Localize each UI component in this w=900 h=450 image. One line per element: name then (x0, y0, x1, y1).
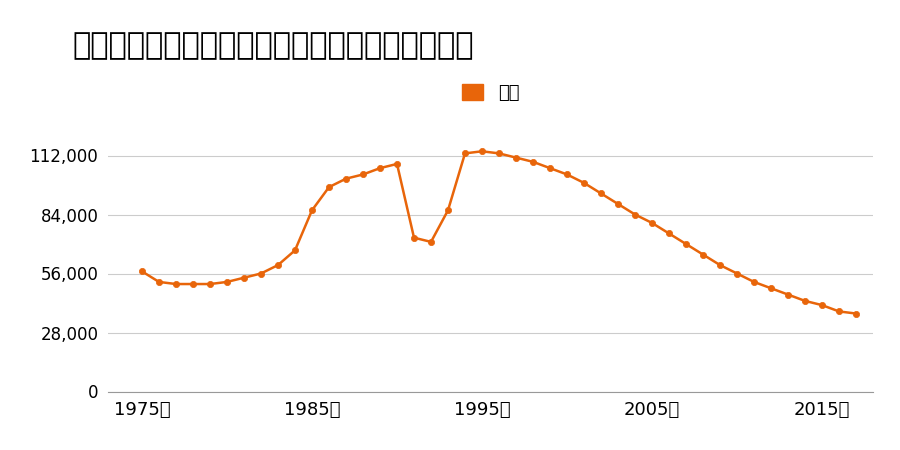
Text: 栃木県小山市駅東通り１丁目３２８番の地価推移: 栃木県小山市駅東通り１丁目３２８番の地価推移 (72, 32, 473, 60)
価格 (850, 311, 861, 316)
価格 (544, 166, 555, 171)
Legend: 価格: 価格 (454, 76, 526, 109)
価格 (154, 279, 165, 285)
価格 (340, 176, 351, 181)
価格 (392, 161, 402, 166)
価格 (646, 220, 657, 225)
価格 (137, 269, 148, 274)
価格 (783, 292, 794, 297)
価格 (187, 281, 198, 287)
価格 (409, 235, 419, 240)
価格 (443, 207, 454, 213)
価格 (715, 262, 725, 268)
価格 (171, 281, 182, 287)
価格 (204, 281, 215, 287)
価格 (698, 252, 708, 257)
価格 (324, 184, 335, 190)
価格 (290, 248, 301, 253)
価格 (663, 231, 674, 236)
価格 (596, 191, 607, 196)
価格 (630, 212, 641, 217)
価格 (799, 298, 810, 304)
価格 (426, 239, 436, 245)
価格 (562, 172, 572, 177)
価格 (221, 279, 232, 285)
価格 (493, 151, 504, 156)
価格 (833, 309, 844, 314)
価格 (477, 148, 488, 154)
価格 (749, 279, 760, 285)
価格 (527, 159, 538, 165)
価格 (273, 262, 284, 268)
価格 (732, 271, 742, 276)
価格 (510, 155, 521, 160)
価格 (238, 275, 249, 280)
価格 (357, 172, 368, 177)
価格 (579, 180, 590, 185)
価格 (613, 201, 624, 207)
価格 (374, 166, 385, 171)
Line: 価格: 価格 (139, 148, 860, 317)
価格 (460, 151, 471, 156)
価格 (307, 207, 318, 213)
価格 (680, 241, 691, 247)
価格 (766, 286, 777, 291)
価格 (256, 271, 266, 276)
価格 (816, 302, 827, 308)
